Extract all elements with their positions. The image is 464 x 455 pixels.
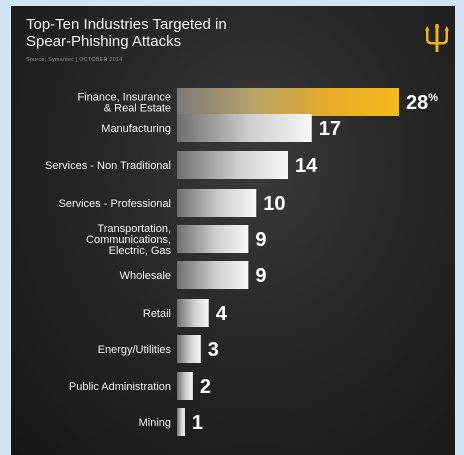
value-label-0: 28% [406, 92, 438, 114]
infographic-panel: Top-Ten Industries Targeted in Spear-Phi… [11, 6, 455, 455]
category-label-2: Services - Non Traditional [45, 160, 171, 172]
bar-5 [177, 261, 249, 289]
value-label-6: 4 [216, 303, 228, 325]
value-label-3: 10 [263, 193, 285, 215]
value-label-7: 3 [208, 339, 219, 361]
category-label-8: Public Administration [69, 381, 171, 393]
value-label-9: 1 [192, 412, 203, 434]
category-label-9: Mining [139, 417, 171, 429]
category-label-7: Energy/Utilities [98, 344, 172, 356]
source-note: Source: Symantec | OCTOBER 2014 [26, 57, 123, 63]
bar-7 [177, 335, 201, 363]
bar-6 [177, 299, 209, 327]
category-label-0: Finance, Insurance & Real Estate [77, 92, 171, 115]
category-label-5: Wholesale [120, 270, 171, 282]
category-label-1: Manufacturing [101, 123, 171, 135]
bar-4 [177, 225, 249, 253]
bar-3 [177, 189, 257, 217]
value-label-1: 17 [319, 118, 341, 140]
category-label-3: Services - Professional [59, 198, 172, 210]
value-label-2: 14 [295, 155, 318, 177]
category-label-6: Retail [143, 308, 171, 320]
bar-0 [177, 88, 399, 116]
trident-logo-icon [425, 24, 449, 52]
value-label-4: 9 [255, 229, 266, 251]
value-label-5: 9 [255, 265, 266, 287]
category-label-4: Transportation, Communications, Electric, … [86, 223, 171, 257]
chart-title: Top-Ten Industries Targeted in Spear-Phi… [26, 16, 227, 50]
bar-8 [177, 372, 193, 400]
value-label-8: 2 [200, 376, 211, 398]
bar-2 [177, 151, 288, 179]
bar-chart: Finance, Insurance & Real Estate 28% Manufa… [45, 88, 438, 436]
bar-1 [177, 114, 312, 142]
bar-9 [177, 408, 185, 436]
